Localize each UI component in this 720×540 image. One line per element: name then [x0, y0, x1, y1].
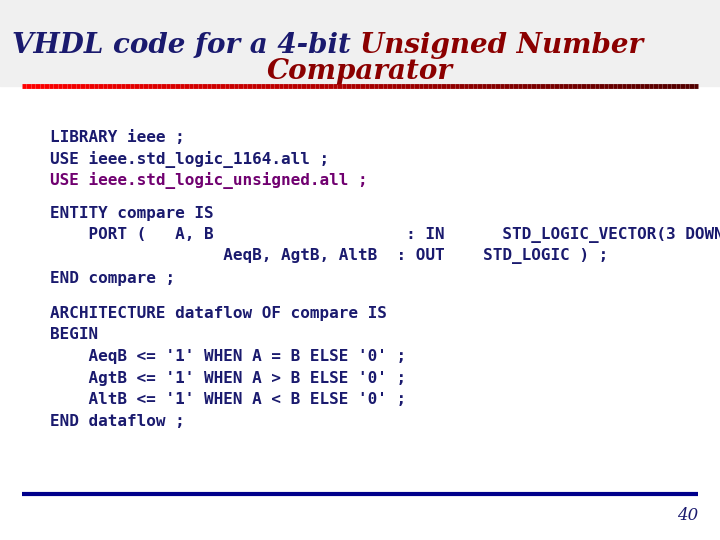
- Text: ENTITY compare IS: ENTITY compare IS: [50, 206, 214, 221]
- Text: AgtB <= '1' WHEN A > B ELSE '0' ;: AgtB <= '1' WHEN A > B ELSE '0' ;: [50, 370, 407, 386]
- Text: USE ieee.std_logic_unsigned.all ;: USE ieee.std_logic_unsigned.all ;: [50, 172, 368, 190]
- Text: AltB <= '1' WHEN A < B ELSE '0' ;: AltB <= '1' WHEN A < B ELSE '0' ;: [50, 392, 407, 407]
- Text: END compare ;: END compare ;: [50, 271, 176, 286]
- Text: Unsigned Number: Unsigned Number: [360, 32, 643, 59]
- Text: BEGIN: BEGIN: [50, 327, 99, 342]
- Text: AeqB, AgtB, AltB  : OUT    STD_LOGIC ) ;: AeqB, AgtB, AltB : OUT STD_LOGIC ) ;: [50, 248, 608, 265]
- Text: VHDL code for a 4-bit: VHDL code for a 4-bit: [12, 32, 360, 59]
- Text: LIBRARY ieee ;: LIBRARY ieee ;: [50, 130, 185, 145]
- Text: Comparator: Comparator: [267, 58, 453, 85]
- Text: AeqB <= '1' WHEN A = B ELSE '0' ;: AeqB <= '1' WHEN A = B ELSE '0' ;: [50, 349, 407, 364]
- Text: USE ieee.std_logic_1164.all ;: USE ieee.std_logic_1164.all ;: [50, 151, 330, 168]
- Text: END dataflow ;: END dataflow ;: [50, 414, 185, 429]
- Bar: [0, 0, 720, 86]
- Text: 40: 40: [677, 507, 698, 524]
- Text: ARCHITECTURE dataflow OF compare IS: ARCHITECTURE dataflow OF compare IS: [50, 306, 387, 321]
- Text: PORT (   A, B                    : IN      STD_LOGIC_VECTOR(3 DOWNTO 0) ;: PORT ( A, B : IN STD_LOGIC_VECTOR(3 DOWN…: [50, 227, 720, 243]
